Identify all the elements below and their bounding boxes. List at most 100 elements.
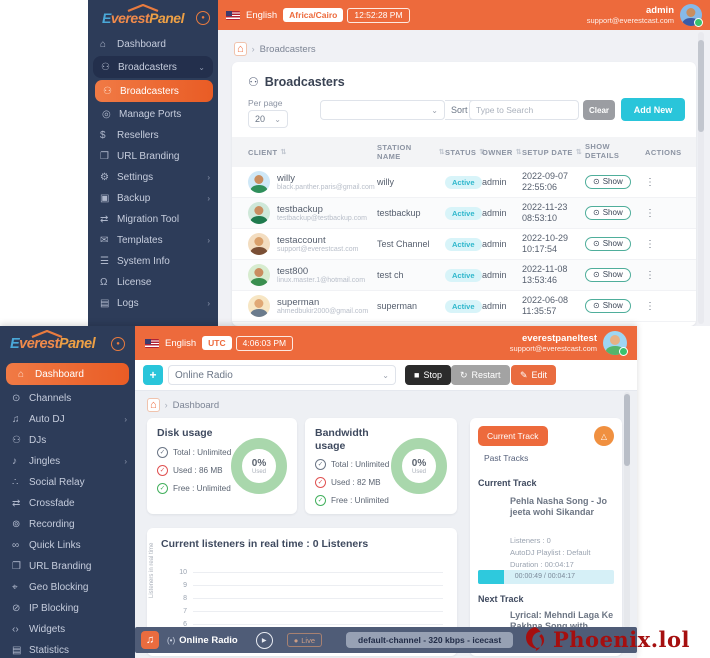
check-icon: ✓ [157,446,168,458]
sidebar-item-backup[interactable]: ▣ Backup › [88,188,218,209]
sidebar-item-geo-blocking[interactable]: ⌖ Geo Blocking [0,577,135,598]
row-actions-menu[interactable]: ⋮ [645,207,655,219]
stream-info: default-channel - 320 kbps - icecast [346,632,514,648]
user-info[interactable]: admin support@everestcast.com [587,5,674,25]
sidebar-item-settings[interactable]: ⚙ Settings › [88,167,218,188]
channel-select[interactable]: Online Radio ⌄ [168,365,396,385]
header-label: ACTIONS [645,147,682,157]
table-row[interactable]: willy black.panther.paris@gmail.com willy… [232,167,696,198]
sidebar-item-auto-dj[interactable]: ♫ Auto DJ › [0,409,135,430]
sort-icon[interactable]: ⇅ [479,149,486,156]
sidebar-item-jingles[interactable]: ♪ Jingles › [0,451,135,472]
edit-button[interactable]: ✎ Edit [511,365,557,385]
sidebar-item-channels[interactable]: ⊙ Channels [0,388,135,409]
header-label: OWNER [482,147,513,157]
sidebar-item-url-branding[interactable]: ❐ URL Branding [88,146,218,167]
announcement-icon[interactable]: △ [594,426,614,446]
sidebar-item-dashboard[interactable]: ⌂ Dashboard [88,34,218,55]
restart-button[interactable]: ↻ Restart [451,365,510,385]
sidebar-item-url-branding[interactable]: ❐ URL Branding [0,556,135,577]
timezone-chip[interactable]: Africa/Cairo [283,8,344,22]
per-page-select[interactable]: 20 ⌄ [248,110,288,128]
sidebar-item-resellers[interactable]: $ Resellers [88,125,218,146]
sidebar-item-djs[interactable]: ⚇ DJs [0,430,135,451]
row-actions-menu[interactable]: ⋮ [645,300,655,312]
show-details-button[interactable]: ⊙ Show [585,236,631,252]
past-tracks-tab[interactable]: Past Tracks [484,453,529,463]
per-page-value: 20 [255,114,266,124]
chart-gridline: 7 [173,605,443,618]
language-selector[interactable]: English [246,9,278,21]
column-header-setup-date[interactable]: SETUP DATE ⇅ [522,148,585,157]
scrollbar-thumb[interactable] [698,40,704,132]
sidebar-toggle-icon[interactable]: ● [196,11,210,25]
add-new-button[interactable]: Add New [621,98,685,121]
avatar[interactable] [680,4,703,27]
breadcrumb-page[interactable]: Broadcasters [259,43,316,55]
timezone-chip[interactable]: UTC [202,336,232,350]
sidebar-item-statistics[interactable]: ▤ Statistics [0,640,135,658]
live-badge[interactable]: ● Live [286,633,323,647]
column-header-client[interactable]: CLIENT ⇅ [248,148,377,157]
search-input[interactable] [469,100,579,120]
sidebar-item-dashboard[interactable]: ⌂ Dashboard [6,363,129,385]
scrollbar-track[interactable] [624,392,630,628]
sort-icon[interactable]: ⇅ [575,149,583,156]
sidebar-item-crossfade[interactable]: ⇄ Crossfade [0,493,135,514]
add-channel-button[interactable]: + [143,365,163,385]
client-name: test800 [277,266,309,277]
setup-date: 2022-06-08 [522,294,569,305]
user-info[interactable]: everestpaneltest support@everestcast.com [510,333,597,353]
sidebar-item-recording[interactable]: ⊚ Recording [0,514,135,535]
scrollbar-track[interactable] [698,32,704,324]
row-actions-menu[interactable]: ⋮ [645,176,655,188]
sidebar-item-quick-links[interactable]: ∞ Quick Links [0,535,135,556]
home-icon[interactable]: ⌂ [234,42,247,56]
sidebar-item-system-info[interactable]: ☰ System Info [88,251,218,272]
sidebar-toggle-icon[interactable]: ● [111,337,125,351]
online-status-dot [619,347,628,356]
clear-button[interactable]: Clear [583,100,615,120]
sidebar-item-templates[interactable]: ✉ Templates › [88,230,218,251]
language-selector[interactable]: English [165,337,197,349]
sidebar-item-broadcasters-parent[interactable]: ⚇ Broadcasters ⌄ [93,56,213,78]
table-row[interactable]: test800 linux.master.1@hotmail.com test c… [232,260,696,291]
sort-icon[interactable]: ⇅ [438,149,445,156]
us-flag-icon[interactable] [226,10,240,20]
scrollbar-thumb[interactable] [624,394,630,466]
sort-icon[interactable]: ⇅ [515,149,523,156]
sidebar-item-social-relay[interactable]: ∴ Social Relay [0,472,135,493]
sidebar-item-manage-ports[interactable]: ◎ Manage Ports [88,104,218,125]
column-header-owner[interactable]: OWNER ⇅ [482,148,522,157]
eye-icon: ⊙ [593,239,600,249]
table-row[interactable]: testaccount support@everestcast.com Test … [232,229,696,260]
avatar[interactable] [603,331,628,356]
sidebar-item-widgets[interactable]: ‹› Widgets [0,619,135,640]
table-row[interactable]: testbackup testbackup@testbackup.com test… [232,198,696,229]
us-flag-icon[interactable] [145,338,159,348]
column-header-station[interactable]: STATION NAME ⇅ [377,143,445,161]
filter-select[interactable]: ⌄ [320,100,445,120]
show-details-button[interactable]: ⊙ Show [585,205,631,221]
row-actions-menu[interactable]: ⋮ [645,269,655,281]
sidebar-item-broadcasters-active[interactable]: ⚇ Broadcasters [95,80,213,102]
home-icon[interactable]: ⌂ [147,398,160,412]
check-icon: ✓ [157,464,168,476]
sort-icon[interactable]: ⇅ [280,149,287,156]
sidebar-item-migration-tool[interactable]: ⇄ Migration Tool [88,209,218,230]
stop-button[interactable]: ■ Stop [405,365,451,385]
column-header-status[interactable]: STATUS ⇅ [445,148,486,157]
table-row[interactable]: superman ahmedbukir2000@gmail.com superma… [232,291,696,322]
row-actions-menu[interactable]: ⋮ [645,238,655,250]
current-track-tab[interactable]: Current Track [478,426,548,446]
show-details-button[interactable]: ⊙ Show [585,267,631,283]
sidebar-item-label: Widgets [29,624,66,635]
sidebar-item-ip-blocking[interactable]: ⊘ IP Blocking [0,598,135,619]
location-pin-icon: ⌖ [12,582,18,593]
sidebar-item-license[interactable]: Ω License [88,272,218,293]
show-details-button[interactable]: ⊙ Show [585,174,631,190]
sidebar-item-logs[interactable]: ▤ Logs › [88,293,218,314]
breadcrumb-page[interactable]: Dashboard [172,399,220,411]
show-details-button[interactable]: ⊙ Show [585,298,631,314]
play-button[interactable]: ▶ [255,631,273,649]
